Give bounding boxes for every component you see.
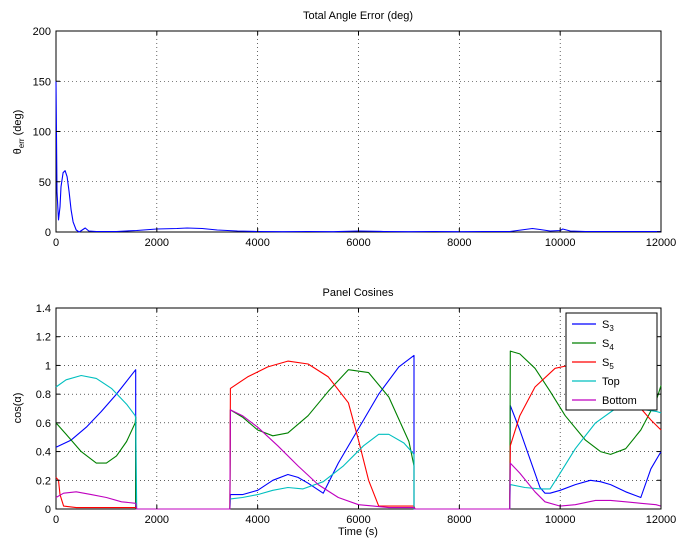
top-ticks: 0 2000 4000 6000 8000 10000 12000 0 50 100 150 200	[33, 26, 677, 249]
top-panel: 0 2000 4000 6000 8000 10000 12000050100150200 …	[12, 10, 676, 249]
y-tick-label: 0	[45, 504, 51, 516]
legend-label-bottom: Bottom	[602, 395, 637, 407]
top-chart-title: Total Angle Error (deg)	[303, 10, 413, 22]
x-tick-label: 2000	[145, 514, 169, 526]
y-tick-label: 0.8	[36, 389, 51, 401]
top-series-line-series-0	[55, 81, 661, 233]
x-tick-label: 10000	[545, 514, 576, 526]
y-tick-label: 1.2	[36, 332, 51, 344]
x-tick-label: 4000	[245, 514, 269, 526]
bottom-series-line-s4	[55, 350, 662, 510]
y-tick-label: 0.4	[36, 447, 51, 459]
top-y-axis-label: θerr (deg)	[12, 110, 26, 155]
y-tick-label: 1.4	[36, 303, 51, 315]
bottom-y-axis-label: cos(α)	[12, 393, 24, 424]
bottom-series-line-top	[55, 374, 662, 510]
y-tick-label: 100	[33, 127, 51, 139]
y-tick-label: 0.6	[36, 418, 51, 430]
x-tick-label: 10000	[545, 237, 576, 249]
bottom-x-axis-label: Time (s)	[338, 526, 378, 538]
y-tick-label: 200	[33, 26, 51, 38]
y-tick-label: 1	[45, 360, 51, 372]
bottom-chart-title: Panel Cosines	[323, 287, 394, 299]
x-tick-label: 4000	[245, 237, 269, 249]
x-tick-label: 6000	[346, 237, 370, 249]
bottom-series-line-bottom	[55, 409, 662, 510]
legend-label-s4: S4	[602, 338, 614, 352]
x-tick-label: 12000	[646, 514, 677, 526]
x-tick-label: 0	[53, 514, 59, 526]
y-tick-label: 0.2	[36, 475, 51, 487]
bottom-ticks: 0 2000 4000 6000 8000 10000 12000 0 0.2 0.4 0.6 0.8…	[36, 303, 677, 526]
x-tick-label: 6000	[346, 514, 370, 526]
x-tick-label: 0	[53, 237, 59, 249]
x-tick-label: 8000	[447, 514, 471, 526]
y-tick-label: 50	[39, 177, 51, 189]
top-series	[55, 81, 661, 233]
bottom-panel: 0 2000 4000 6000 8000 10000 12000 0 0.2 0.4 0.6 0.8…	[12, 287, 676, 538]
legend: S3 S4 S5 Top Bottom	[565, 312, 658, 411]
legend-label-s3: S3	[602, 319, 614, 333]
x-tick-label: 12000	[646, 237, 677, 249]
y-tick-label: 150	[33, 76, 51, 88]
y-tick-label: 0	[45, 227, 51, 239]
legend-label-top: Top	[602, 376, 620, 388]
x-tick-label: 2000	[145, 237, 169, 249]
top-grid	[56, 31, 661, 232]
legend-label-s5: S5	[602, 357, 614, 371]
x-tick-label: 8000	[447, 237, 471, 249]
